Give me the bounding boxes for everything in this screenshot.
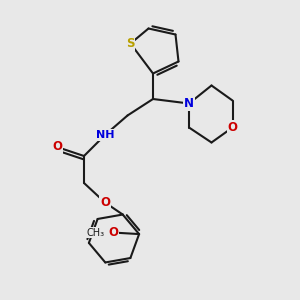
Text: O: O [100,196,110,209]
Text: O: O [227,121,238,134]
Text: N: N [184,97,194,110]
Text: O: O [52,140,62,154]
Text: CH₃: CH₃ [87,228,105,238]
Text: S: S [126,37,135,50]
Text: O: O [109,226,118,239]
Text: NH: NH [96,130,114,140]
